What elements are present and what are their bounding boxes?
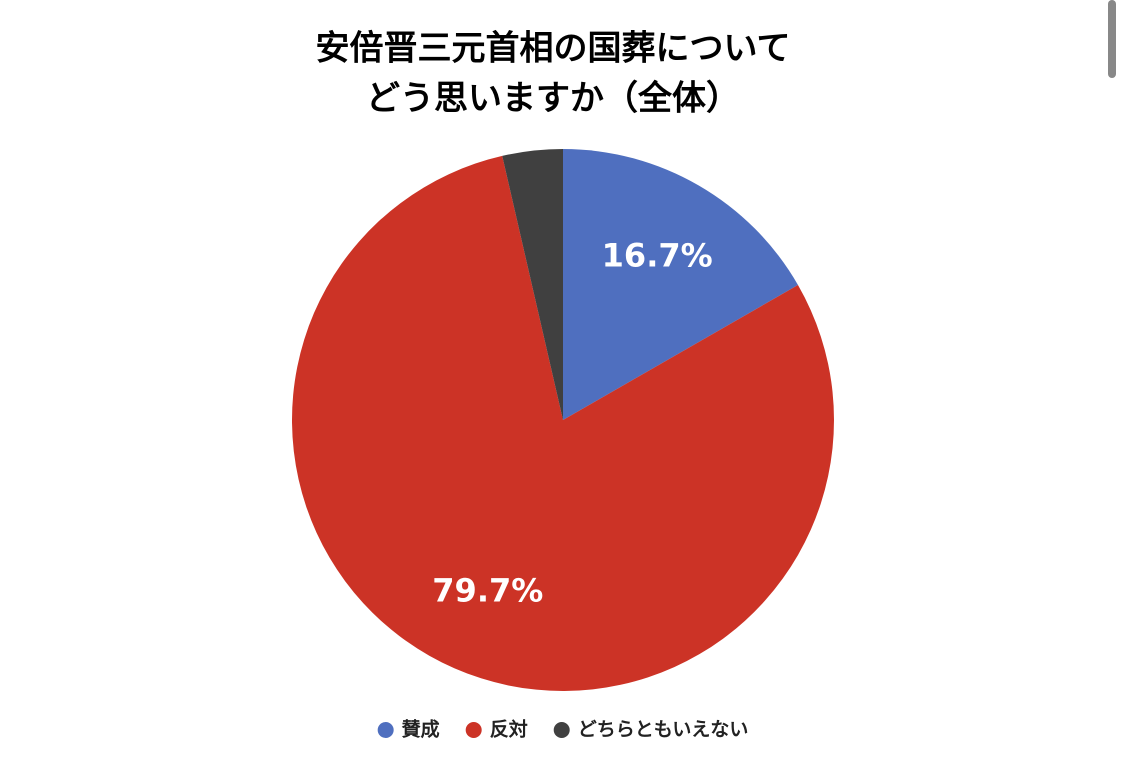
- pie-slice: [292, 155, 835, 691]
- legend-label: どちらともいえない: [578, 719, 749, 741]
- legend-marker: [465, 722, 482, 738]
- legend-marker: [377, 722, 394, 738]
- chart-title: どう思いますか（全体）: [366, 79, 740, 119]
- scrollbar: [1108, 0, 1116, 78]
- legend-label: 反対: [490, 718, 528, 741]
- legend-label: 賛成: [402, 718, 440, 741]
- chart-title: 安倍晋三元首相の国葬について: [316, 29, 791, 69]
- pie-slice: [563, 149, 798, 420]
- legend-marker: [553, 722, 570, 738]
- data-label: 16.7%: [602, 236, 713, 274]
- data-label: 79.7%: [432, 571, 543, 609]
- pie-slice: [502, 149, 563, 420]
